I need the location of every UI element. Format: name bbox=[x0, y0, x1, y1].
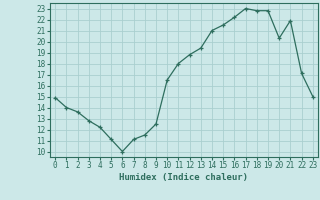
X-axis label: Humidex (Indice chaleur): Humidex (Indice chaleur) bbox=[119, 173, 249, 182]
